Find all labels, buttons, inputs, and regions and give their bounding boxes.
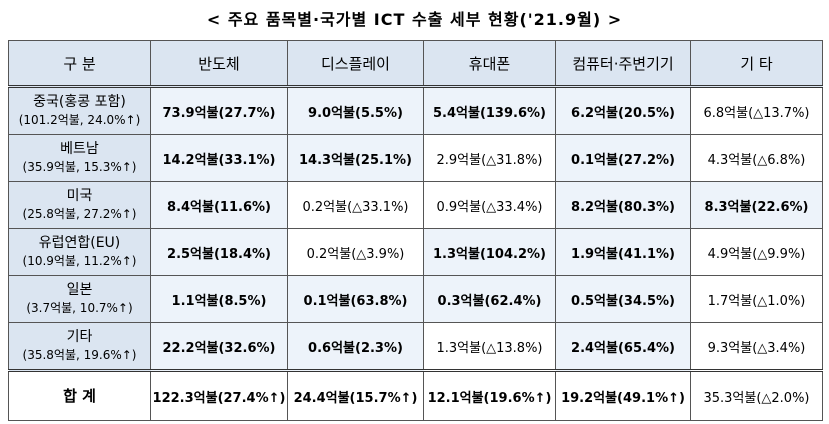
- data-row: 유럽연합(EU) (10.9억불, 11.2%↑) 2.5억불(18.4%) 0.2억…: [8, 228, 823, 276]
- data-cell: 0.6억불(2.3%): [287, 322, 424, 371]
- row-name: 베트남: [60, 141, 99, 157]
- data-cell: 0.2억불(△3.9%): [287, 228, 424, 276]
- data-cell: 1.9억불(41.1%): [555, 228, 691, 276]
- header-cell: 반도체: [150, 40, 288, 87]
- data-cell: 2.9억불(△31.8%): [423, 134, 556, 182]
- data-cell: 2.5억불(18.4%): [150, 228, 288, 276]
- row-summary: (25.8억불, 27.2%↑): [22, 207, 137, 221]
- row-header: 합 계: [8, 370, 151, 421]
- data-cell: 14.2억불(33.1%): [150, 134, 288, 182]
- row-summary: (101.2억불, 24.0%↑): [18, 113, 141, 127]
- row-header: 중국(홍콩 포함) (101.2억불, 24.0%↑): [8, 86, 151, 135]
- data-cell: 1.3억불(△13.8%): [423, 322, 556, 371]
- row-header: 미국 (25.8억불, 27.2%↑): [8, 181, 151, 229]
- data-cell: 0.9억불(△33.4%): [423, 181, 556, 229]
- header-cell: 디스플레이: [287, 40, 424, 87]
- data-cell: 19.2억불(49.1%↑): [555, 370, 691, 421]
- row-header: 베트남 (35.9억불, 15.3%↑): [8, 134, 151, 182]
- data-cell: 9.3억불(△3.4%): [690, 322, 823, 371]
- data-row: 미국 (25.8억불, 27.2%↑) 8.4억불(11.6%) 0.2억불(△33.…: [8, 181, 823, 229]
- data-row: 베트남 (35.9억불, 15.3%↑) 14.2억불(33.1%) 14.3억불(2…: [8, 134, 823, 182]
- export-table: 구 분 반도체 디스플레이 휴대폰 컴퓨터·주변기기 기 타 중국(홍콩 포함) (101.…: [8, 40, 823, 421]
- row-name: 미국: [66, 188, 93, 204]
- table-body: 중국(홍콩 포함) (101.2억불, 24.0%↑) 73.9억불(27.7%) 9…: [8, 86, 823, 421]
- data-cell: 0.3억불(62.4%): [423, 275, 556, 323]
- total-row: 합 계 122.3억불(27.4%↑) 24.4억불(15.7%↑) 12.1억불(1…: [8, 370, 823, 421]
- data-cell: 0.1억불(63.8%): [287, 275, 424, 323]
- data-cell: 4.3억불(△6.8%): [690, 134, 823, 182]
- row-header: 일본 (3.7억불, 10.7%↑): [8, 275, 151, 323]
- data-cell: 22.2억불(32.6%): [150, 322, 288, 371]
- header-cell: 휴대폰: [423, 40, 556, 87]
- data-cell: 24.4억불(15.7%↑): [287, 370, 424, 421]
- header-cell: 컴퓨터·주변기기: [555, 40, 691, 87]
- row-name: 기타: [66, 329, 93, 345]
- data-cell: 0.2억불(△33.1%): [287, 181, 424, 229]
- row-name: 유럽연합(EU): [38, 235, 121, 251]
- data-cell: 14.3억불(25.1%): [287, 134, 424, 182]
- data-cell: 5.4억불(139.6%): [423, 86, 556, 135]
- data-cell: 6.2억불(20.5%): [555, 86, 691, 135]
- data-cell: 0.5억불(34.5%): [555, 275, 691, 323]
- data-cell: 8.4억불(11.6%): [150, 181, 288, 229]
- row-header: 기타 (35.8억불, 19.6%↑): [8, 322, 151, 371]
- data-cell: 1.7억불(△1.0%): [690, 275, 823, 323]
- data-cell: 12.1억불(19.6%↑): [423, 370, 556, 421]
- data-cell: 2.4억불(65.4%): [555, 322, 691, 371]
- data-cell: 0.1억불(27.2%): [555, 134, 691, 182]
- data-cell: 4.9억불(△9.9%): [690, 228, 823, 276]
- header-cell: 기 타: [690, 40, 823, 87]
- row-summary: (3.7억불, 10.7%↑): [26, 301, 133, 315]
- data-cell: 122.3억불(27.4%↑): [150, 370, 288, 421]
- data-row: 중국(홍콩 포함) (101.2억불, 24.0%↑) 73.9억불(27.7%) 9…: [8, 86, 823, 135]
- row-summary: (35.8억불, 19.6%↑): [22, 348, 137, 362]
- data-cell: 73.9억불(27.7%): [150, 86, 288, 135]
- row-summary: (35.9억불, 15.3%↑): [22, 160, 137, 174]
- data-cell: 6.8억불(△13.7%): [690, 86, 823, 135]
- data-cell: 8.3억불(22.6%): [690, 181, 823, 229]
- data-row: 일본 (3.7억불, 10.7%↑) 1.1억불(8.5%) 0.1억불(63.8%)…: [8, 275, 823, 323]
- title: < 주요 품목별·국가별 ICT 수출 세부 현황('21.9월) >: [206, 10, 623, 29]
- row-name: 중국(홍콩 포함): [33, 94, 126, 110]
- data-cell: 1.1억불(8.5%): [150, 275, 288, 323]
- data-cell: 35.3억불(△2.0%): [690, 370, 823, 421]
- data-row: 기타 (35.8억불, 19.6%↑) 22.2억불(32.6%) 0.6억불(2.3…: [8, 322, 823, 371]
- row-summary: (10.9억불, 11.2%↑): [22, 254, 137, 268]
- row-name: 일본: [66, 282, 93, 298]
- data-cell: 9.0억불(5.5%): [287, 86, 424, 135]
- data-cell: 1.3억불(104.2%): [423, 228, 556, 276]
- header-row: 구 분 반도체 디스플레이 휴대폰 컴퓨터·주변기기 기 타: [8, 40, 823, 87]
- row-header: 유럽연합(EU) (10.9억불, 11.2%↑): [8, 228, 151, 276]
- header-cell: 구 분: [8, 40, 151, 87]
- data-cell: 8.2억불(80.3%): [555, 181, 691, 229]
